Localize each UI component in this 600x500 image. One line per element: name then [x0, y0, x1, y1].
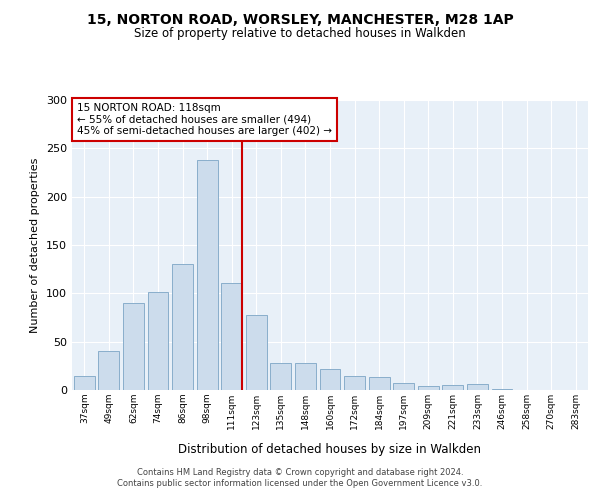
Bar: [418, 386, 439, 390]
Bar: [368, 378, 389, 390]
Bar: [246, 314, 267, 390]
Bar: [271, 363, 292, 390]
Bar: [197, 160, 218, 390]
Bar: [172, 264, 193, 390]
Bar: [467, 384, 488, 390]
Bar: [491, 389, 512, 390]
Bar: [123, 303, 144, 390]
Bar: [295, 363, 316, 390]
Bar: [393, 383, 414, 390]
Bar: [320, 368, 340, 390]
Bar: [148, 292, 169, 390]
Y-axis label: Number of detached properties: Number of detached properties: [31, 158, 40, 332]
Text: Contains HM Land Registry data © Crown copyright and database right 2024.
Contai: Contains HM Land Registry data © Crown c…: [118, 468, 482, 487]
Bar: [344, 376, 365, 390]
Text: 15, NORTON ROAD, WORSLEY, MANCHESTER, M28 1AP: 15, NORTON ROAD, WORSLEY, MANCHESTER, M2…: [86, 12, 514, 26]
Bar: [98, 352, 119, 390]
Bar: [221, 282, 242, 390]
Bar: [442, 385, 463, 390]
Bar: [74, 376, 95, 390]
Text: 15 NORTON ROAD: 118sqm
← 55% of detached houses are smaller (494)
45% of semi-de: 15 NORTON ROAD: 118sqm ← 55% of detached…: [77, 103, 332, 136]
Text: Distribution of detached houses by size in Walkden: Distribution of detached houses by size …: [179, 442, 482, 456]
Text: Size of property relative to detached houses in Walkden: Size of property relative to detached ho…: [134, 28, 466, 40]
